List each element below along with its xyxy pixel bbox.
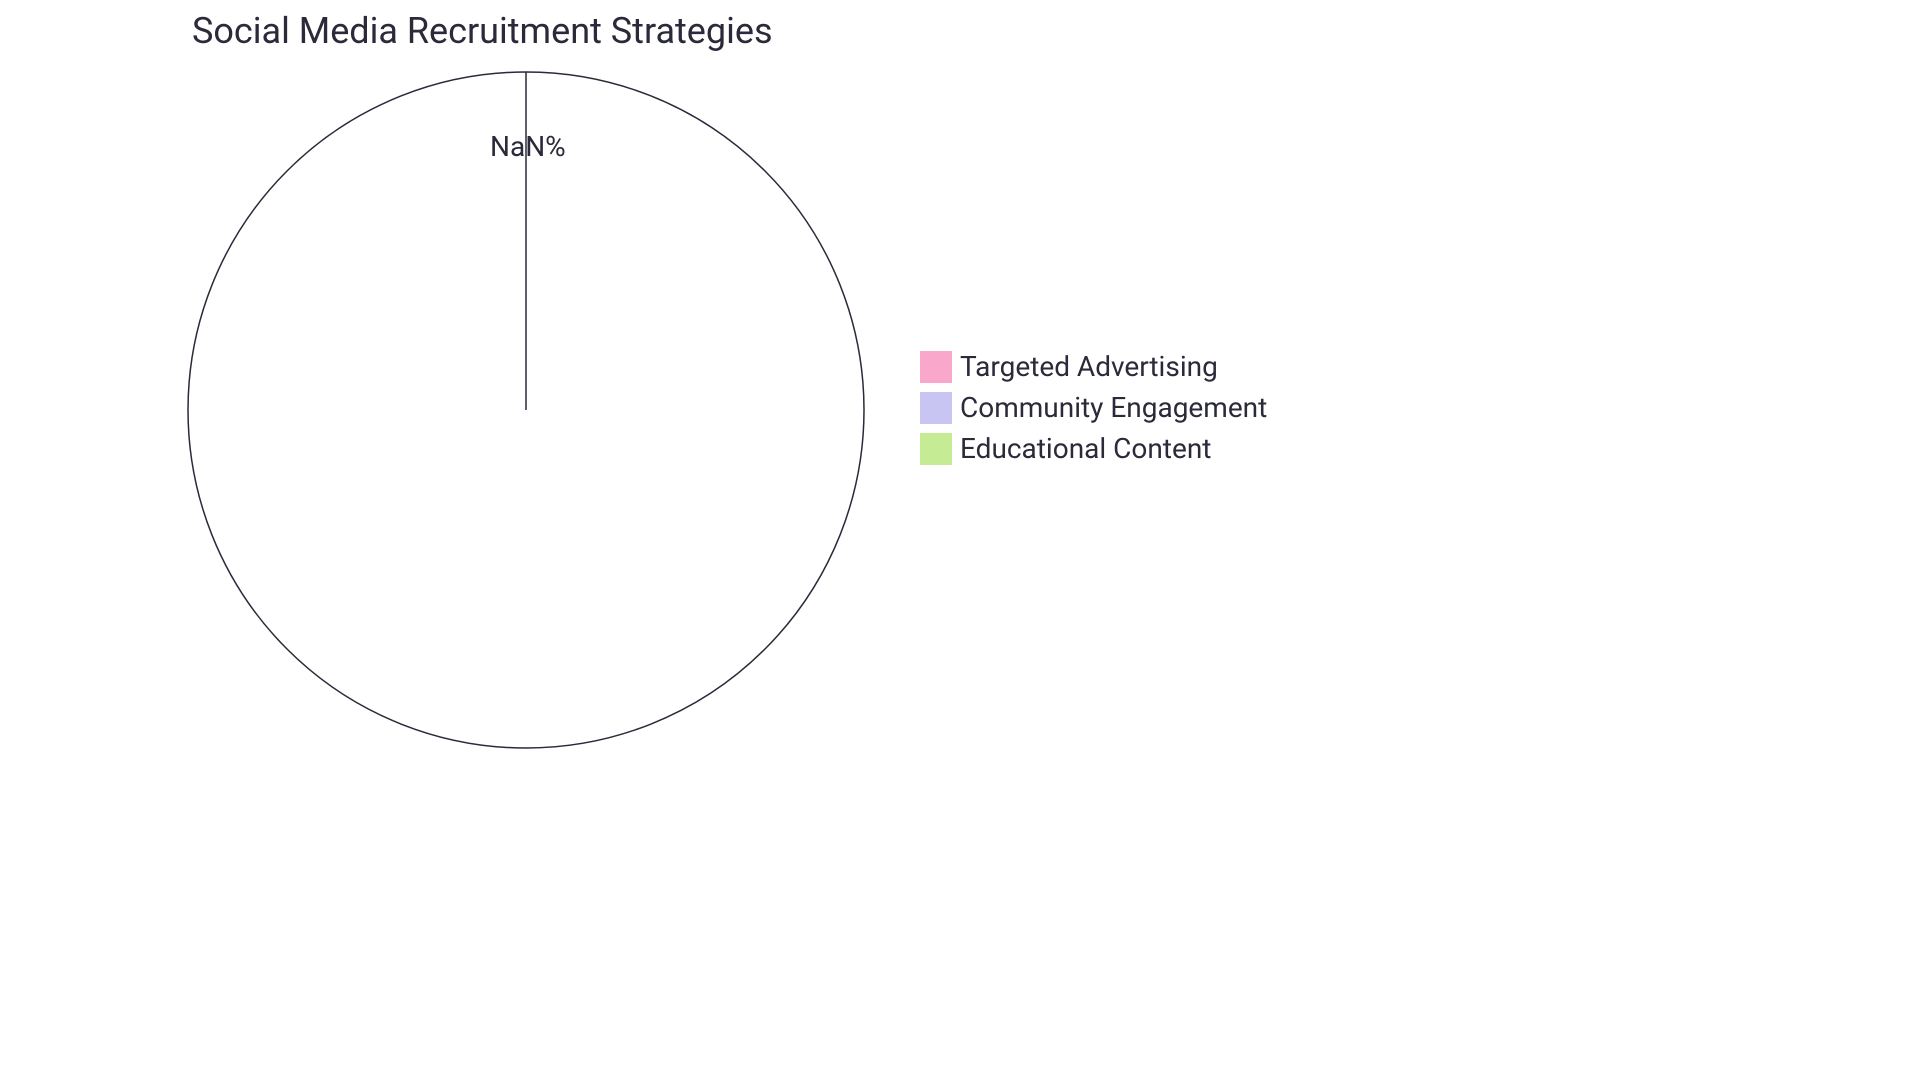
legend-swatch-targeted — [920, 351, 952, 383]
legend-item: Community Engagement — [920, 391, 1267, 424]
legend-label: Targeted Advertising — [960, 350, 1218, 383]
chart-title: Social Media Recruitment Strategies — [192, 10, 773, 52]
legend-item: Targeted Advertising — [920, 350, 1267, 383]
legend: Targeted Advertising Community Engagemen… — [920, 350, 1267, 473]
legend-label: Community Engagement — [960, 391, 1267, 424]
chart-container: Social Media Recruitment Strategies NaN%… — [0, 0, 1920, 1080]
pie-chart — [186, 70, 866, 750]
legend-swatch-community — [920, 392, 952, 424]
legend-item: Educational Content — [920, 432, 1267, 465]
legend-label: Educational Content — [960, 432, 1211, 465]
legend-swatch-educational — [920, 433, 952, 465]
nan-percent-label: NaN% — [490, 130, 566, 163]
